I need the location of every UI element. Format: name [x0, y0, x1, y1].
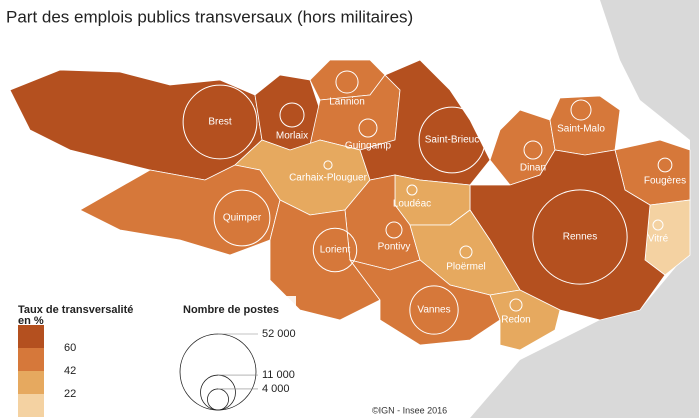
legend-label: 42: [64, 365, 76, 377]
city-circle: [570, 99, 592, 121]
city-circle: [323, 160, 333, 170]
size-legend-label: 11 000: [262, 369, 295, 381]
circles: Brest Morlaix Lannion Guingamp Carhaix-Ploug…: [182, 70, 686, 335]
city-circle: [459, 245, 473, 259]
city-circle: [652, 219, 664, 231]
size-legend-title: Nombre de postes: [183, 304, 279, 316]
city-label: Ploërmel: [446, 262, 485, 273]
legend-swatch: [18, 348, 44, 371]
city-label: Lorient: [320, 245, 351, 256]
size-legend-label: 4 000: [262, 383, 290, 395]
city-label: Loudéac: [393, 199, 431, 210]
city-label: Rennes: [563, 232, 597, 243]
city-label: Saint-Brieuc: [425, 135, 479, 146]
legend-title: Taux de transversalité en %: [18, 304, 133, 327]
city-circle: [213, 189, 271, 247]
city-circle: [509, 298, 523, 312]
city-label: Guingamp: [345, 141, 392, 152]
city-label: Brest: [208, 117, 232, 128]
legend-label: 22: [64, 388, 76, 400]
legend-label: 60: [64, 342, 76, 354]
title: Part des emplois publics transversaux (h…: [6, 7, 413, 26]
legend-swatch: [18, 394, 44, 417]
size-legend-label: 52 000: [262, 328, 296, 340]
city-circle: [279, 102, 305, 128]
city-circle: [358, 118, 378, 138]
city-label: Quimper: [223, 213, 262, 224]
city-circle: [312, 227, 358, 273]
city-label: Carhaix-Plouguer: [289, 173, 367, 184]
city-circle: [418, 106, 486, 174]
city-label: Vitré: [648, 234, 669, 245]
city-circle: [385, 221, 403, 239]
city-label: Dinan: [520, 163, 546, 174]
city-label: Redon: [501, 315, 530, 326]
legend-swatch: [18, 325, 44, 348]
city-label: Fougères: [644, 176, 686, 187]
city-label: Pontivy: [378, 242, 411, 253]
city-label: Lannion: [329, 97, 365, 108]
legend-swatch: [18, 371, 44, 394]
city-circle: [409, 285, 459, 335]
zone: [489, 289, 561, 351]
legend-box: [6, 296, 296, 418]
city-circle: [523, 140, 543, 160]
city-label: Vannes: [417, 305, 450, 316]
city-circle: [532, 189, 628, 285]
city-circle: [657, 157, 673, 173]
city-circle: [406, 184, 418, 196]
city-circle: [182, 84, 258, 160]
city-circle: [335, 70, 359, 94]
city-label: Saint-Malo: [557, 124, 605, 135]
source: ©IGN - Insee 2016: [372, 405, 447, 415]
land-outside: [470, 0, 699, 418]
city-label: Morlaix: [276, 131, 308, 142]
